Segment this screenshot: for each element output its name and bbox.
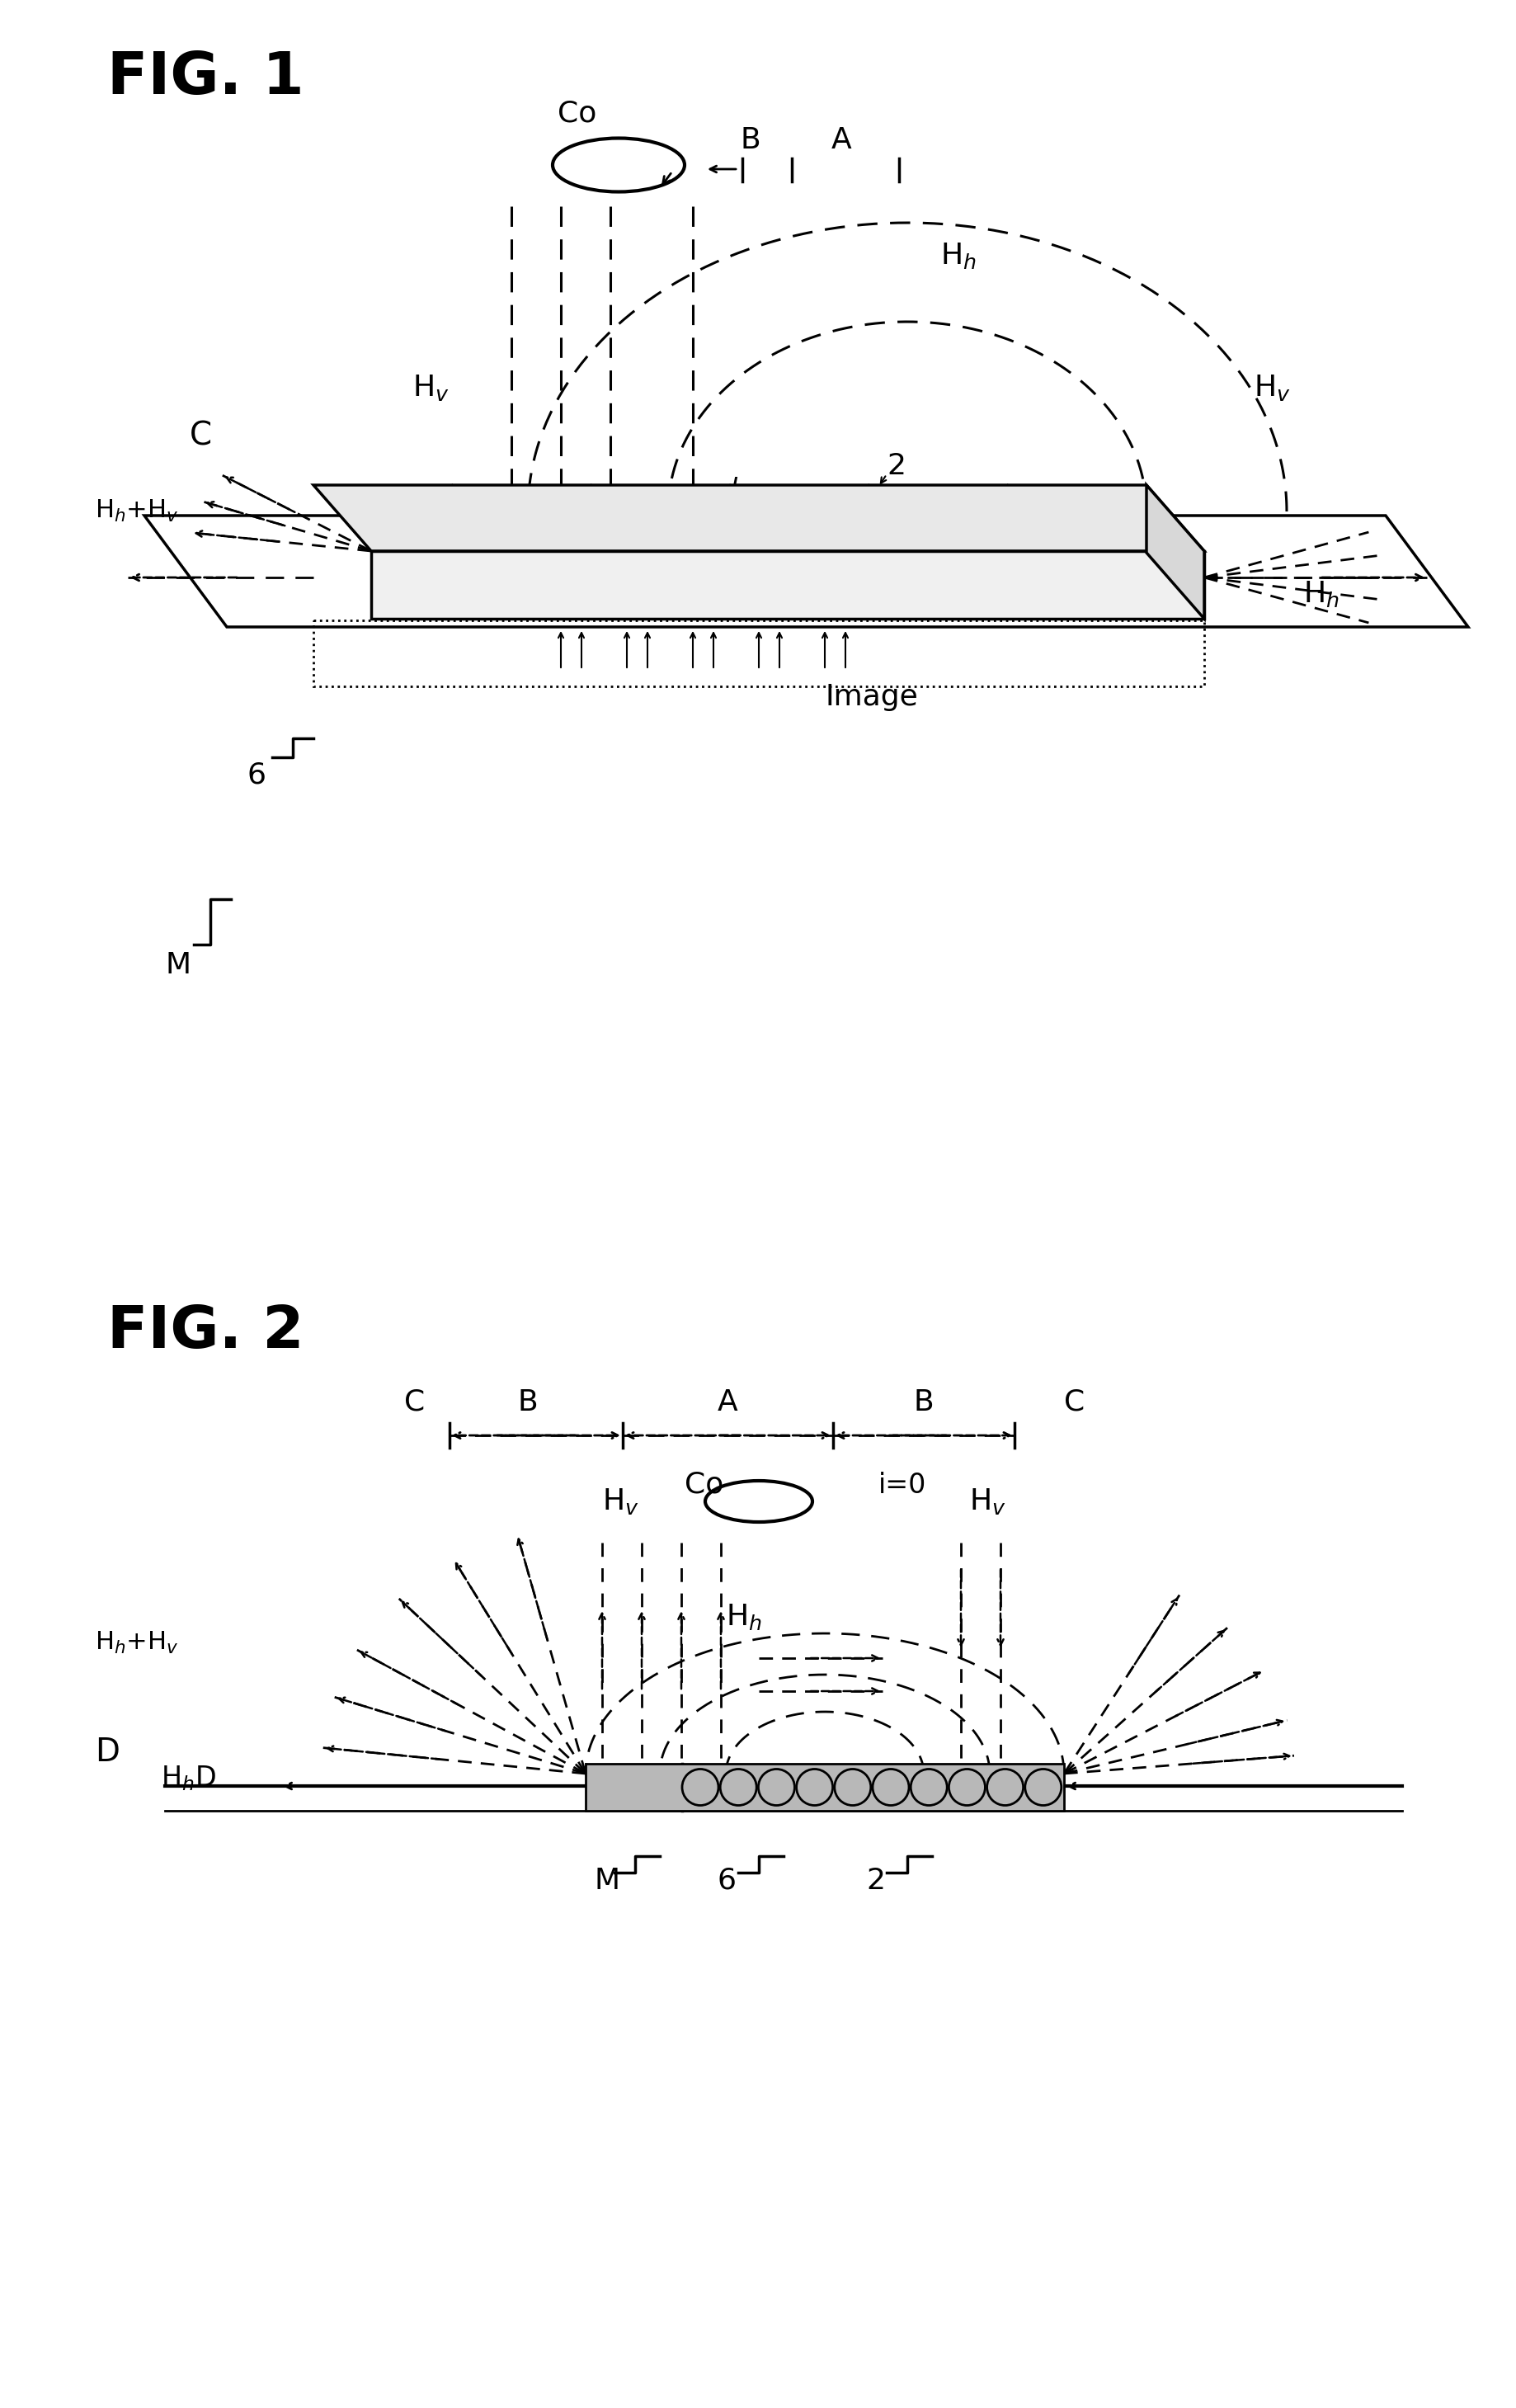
Text: C: C xyxy=(405,1389,424,1416)
Text: B: B xyxy=(914,1389,934,1416)
Text: A: A xyxy=(717,1389,738,1416)
Text: 2: 2 xyxy=(866,1866,885,1895)
Text: H$_v$: H$_v$ xyxy=(602,1486,640,1517)
Polygon shape xyxy=(314,484,1204,551)
Text: B: B xyxy=(518,1389,538,1416)
Text: M: M xyxy=(594,1866,620,1895)
Text: i=0: i=0 xyxy=(878,1471,926,1498)
Text: H$_h$: H$_h$ xyxy=(726,1601,763,1633)
Text: M: M xyxy=(165,951,191,980)
Text: D: D xyxy=(96,1736,120,1767)
Text: H$_h$: H$_h$ xyxy=(1304,578,1339,609)
Text: H$_v$: H$_v$ xyxy=(969,1486,1007,1517)
Text: A: A xyxy=(831,125,852,154)
Polygon shape xyxy=(1146,484,1204,619)
Bar xyxy=(314,621,1204,686)
Text: H$_v$: H$_v$ xyxy=(1254,373,1290,402)
Polygon shape xyxy=(144,515,1467,626)
Text: Co: Co xyxy=(685,1471,723,1498)
Text: H$_h$D: H$_h$D xyxy=(161,1763,217,1792)
Text: H$_v$: H$_v$ xyxy=(412,373,449,402)
Text: H$_h$+H$_v$: H$_h$+H$_v$ xyxy=(96,1630,179,1657)
Text: C: C xyxy=(1064,1389,1085,1416)
Polygon shape xyxy=(371,551,1204,619)
Text: Co: Co xyxy=(558,99,597,128)
Text: 6: 6 xyxy=(247,761,267,790)
Text: H$_h$: H$_h$ xyxy=(940,241,976,270)
Text: Image: Image xyxy=(825,684,917,710)
Text: I: I xyxy=(731,477,737,501)
Text: 6: 6 xyxy=(717,1866,737,1895)
Bar xyxy=(585,1763,1064,1811)
Text: H$_h$+H$_v$: H$_h$+H$_v$ xyxy=(96,498,179,525)
Text: 6F: 6F xyxy=(537,568,572,595)
Text: C: C xyxy=(190,421,212,453)
Text: FIG. 1: FIG. 1 xyxy=(108,51,305,106)
Text: 2: 2 xyxy=(887,453,905,479)
Text: B: B xyxy=(740,125,761,154)
Text: FIG. 2: FIG. 2 xyxy=(108,1303,303,1361)
